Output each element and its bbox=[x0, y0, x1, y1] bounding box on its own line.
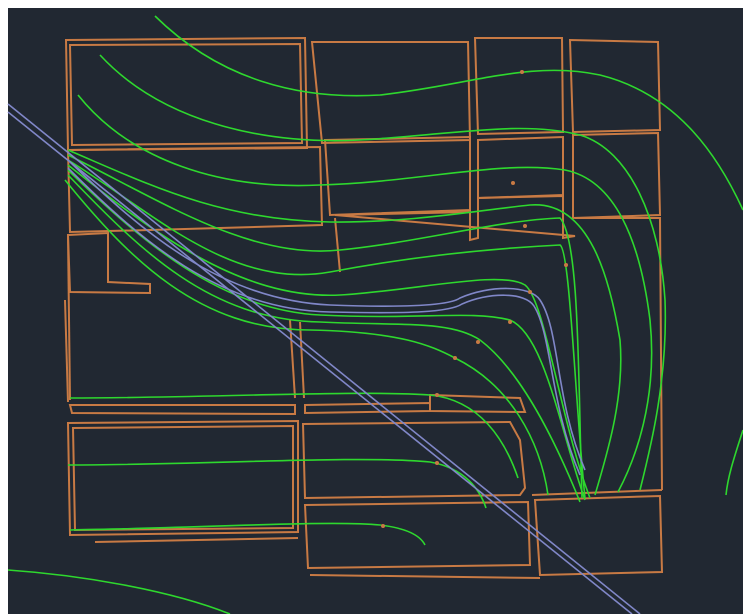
parcel-lines bbox=[64, 36, 664, 579]
contour-lines bbox=[7, 15, 743, 614]
drawing-area bbox=[8, 8, 743, 614]
road-lines bbox=[7, 103, 641, 614]
vertex-markers bbox=[381, 70, 568, 528]
